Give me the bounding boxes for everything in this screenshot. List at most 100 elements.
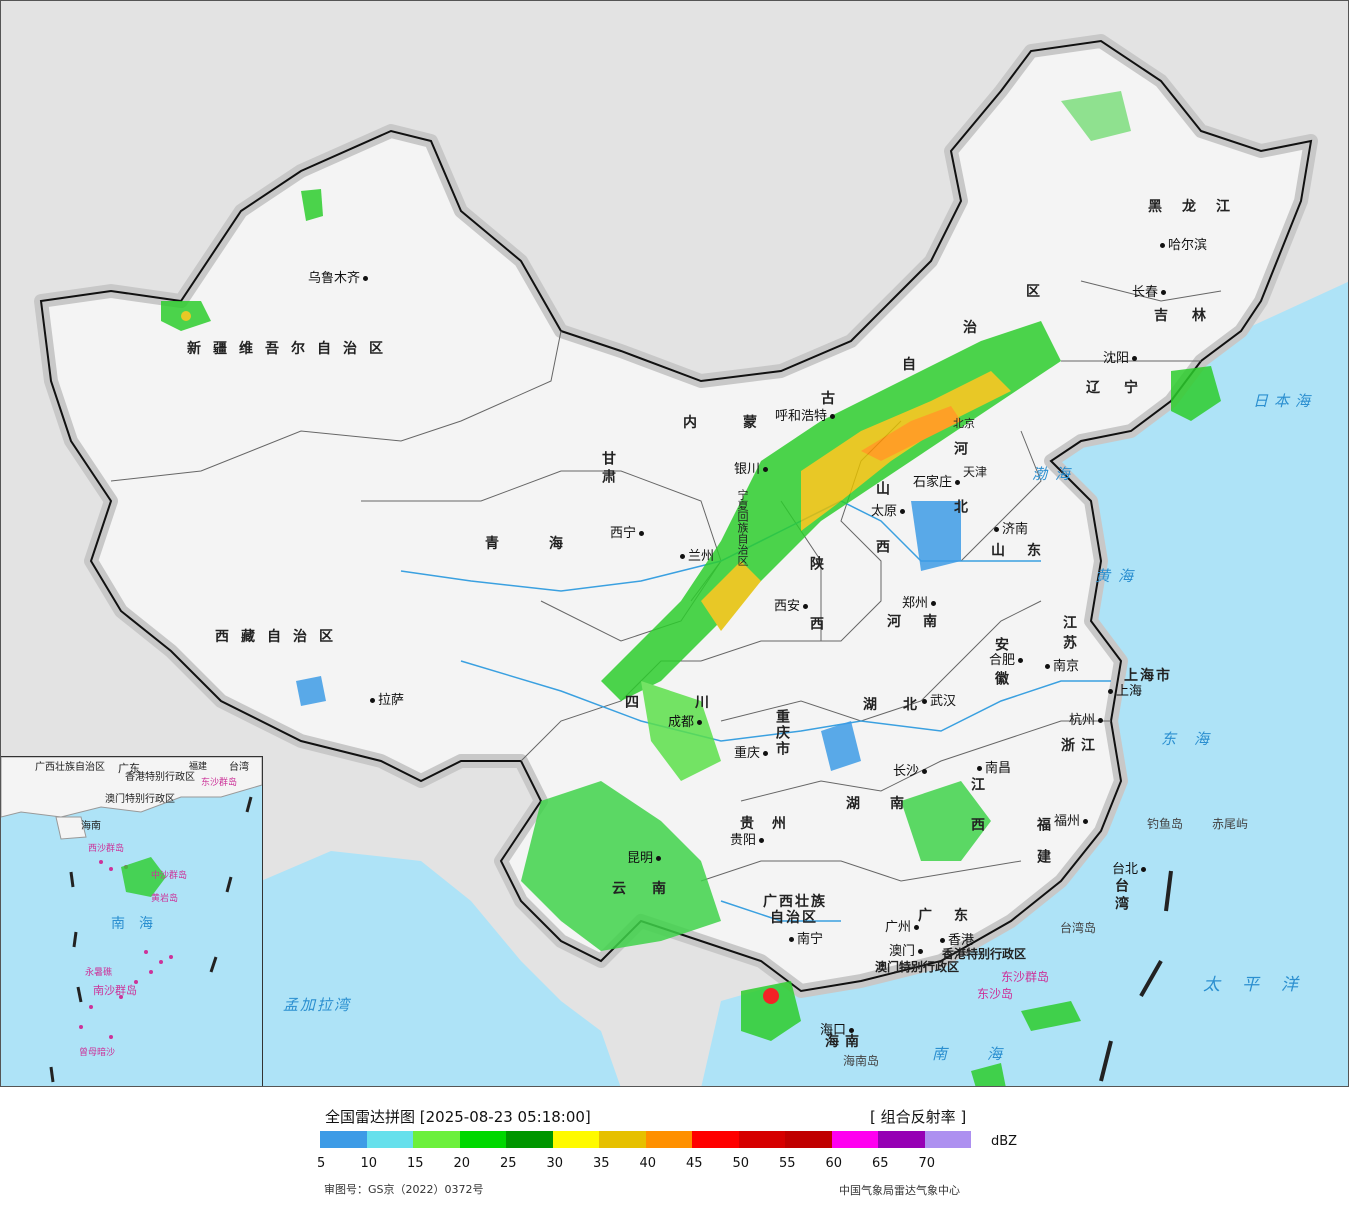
province-guangdong: 广东 — [918, 908, 990, 924]
color-swatch — [785, 1131, 832, 1148]
province-xinjiang: 新疆维吾尔自治区 — [187, 341, 395, 357]
city-nanchang: 南昌 — [974, 762, 1011, 775]
city-zhengzhou: 郑州 — [902, 597, 939, 610]
province-macau: 澳门特别行政区 — [875, 960, 960, 974]
sea-area — [261, 851, 621, 1086]
boundary-dashes — [1099, 870, 1173, 1082]
province-tianjin: 天津 — [963, 465, 988, 479]
color-swatch — [692, 1131, 739, 1148]
province-xizang: 西藏自治区 — [215, 629, 345, 645]
sea-area — [701, 281, 1348, 1086]
city-nanjing: 南京 — [1042, 660, 1079, 673]
city-hohhot: 呼和浩特 — [775, 410, 838, 423]
province-hubei: 湖北 — [863, 697, 943, 713]
province-neimenggu-e: 区 — [1026, 284, 1052, 300]
scale-tick-label: 55 — [779, 1156, 796, 1171]
radar-echoes — [161, 91, 1221, 1086]
scale-tick-label: 15 — [407, 1156, 424, 1171]
inset-zengmu: 曾母暗沙 — [79, 1048, 116, 1058]
island-diaoyudao: 钓鱼岛 — [1147, 817, 1184, 831]
province-fujian: 福建 — [1035, 817, 1051, 881]
inset-dongsha: 东沙群岛 — [201, 778, 238, 788]
south-china-sea-inset: 广西壮族自治区 广东 福建 台湾 香港特别行政区 澳门特别行政区 海南 西沙群岛… — [1, 756, 263, 1086]
sea-ribenhai: 日本海 — [1253, 392, 1317, 410]
scale-tick-label: 60 — [825, 1156, 843, 1171]
scale-tick-label: 45 — [686, 1156, 703, 1171]
city-shenyang: 沈阳 — [1103, 352, 1140, 365]
city-changchun: 长春 — [1132, 286, 1169, 299]
city-haikou: 海口 — [820, 1024, 857, 1037]
city-taiyuan: 太原 — [871, 505, 908, 518]
legend-product-type: [ 组合反射率 ] — [870, 1108, 967, 1126]
scale-tick-label: 10 — [360, 1156, 378, 1171]
sea-taipingyang: 太平洋 — [1203, 975, 1320, 995]
province-beijing: 北京 — [953, 417, 975, 430]
inset-zhongsha: 中沙群岛 — [151, 871, 188, 881]
city-hefei: 合肥 — [989, 654, 1026, 667]
inset-nansha: 南沙群岛 — [93, 984, 137, 997]
city-urumqi: 乌鲁木齐 — [308, 272, 371, 285]
color-swatch — [831, 1131, 878, 1148]
inset-sea: 南海 — [111, 916, 167, 932]
china-border — [39, 39, 1313, 993]
color-swatch — [645, 1131, 692, 1148]
inset-xisha: 西沙群岛 — [88, 844, 125, 854]
city-lanzhou: 兰州 — [677, 550, 714, 563]
province-gansu: 甘肃 — [600, 451, 616, 487]
province-heilongjiang: 黑龙江 — [1148, 199, 1250, 215]
province-liaoning: 辽宁 — [1086, 380, 1162, 396]
province-henan: 河南 — [887, 614, 959, 630]
radar-map: 新疆维吾尔自治区 西藏自治区 青海 甘肃 内蒙 古 自 治 区 黑龙江 吉林 辽… — [0, 0, 1349, 1087]
city-wuhan: 武汉 — [919, 695, 956, 708]
province-taiwan: 台湾 — [1113, 878, 1129, 914]
island-dongshadao: 东沙岛 — [977, 987, 1014, 1001]
city-kunming: 昆明 — [627, 852, 664, 865]
color-swatch — [320, 1131, 367, 1148]
island-hainandao: 海南岛 — [843, 1054, 880, 1068]
color-swatch — [878, 1131, 925, 1148]
province-hebei: 河北 — [952, 441, 968, 557]
color-swatch — [599, 1131, 646, 1148]
scale-tick-label: 20 — [453, 1156, 471, 1171]
color-swatch — [413, 1131, 460, 1148]
city-chengdu: 成都 — [668, 716, 705, 729]
inset-yongshu: 永暑礁 — [85, 968, 113, 978]
sea-mengjialawan: 孟加拉湾 — [283, 996, 352, 1014]
inset-map-canvas — [1, 757, 262, 1083]
city-shijiazhuang: 石家庄 — [913, 476, 963, 489]
city-hangzhou: 杭州 — [1069, 714, 1106, 727]
scale-tick-label: 40 — [639, 1156, 657, 1171]
province-hainan: 海南 — [825, 1034, 865, 1050]
inset-huangyan: 黄岩岛 — [151, 894, 179, 904]
province-neimenggu-a: 内蒙 — [683, 415, 803, 431]
province-qinghai: 青海 — [485, 536, 613, 552]
city-macau: 澳门 — [889, 945, 926, 958]
island-taiwandao: 台湾岛 — [1060, 921, 1097, 935]
province-shaanxi: 陕西 — [808, 556, 824, 676]
province-yunnan: 云南 — [612, 881, 692, 897]
city-changsha: 长沙 — [893, 765, 930, 778]
scale-tick-label: 5 — [317, 1156, 326, 1171]
color-swatch — [924, 1131, 971, 1148]
province-hongkong: 香港特别行政区 — [942, 947, 1027, 961]
province-guangxi-a: 广西壮族 — [763, 894, 827, 910]
island-dongsha: 东沙群岛 — [1001, 970, 1050, 984]
inset-taiwan: 台湾 — [229, 762, 249, 773]
city-harbin: 哈尔滨 — [1157, 239, 1207, 252]
scale-tick-label: 50 — [732, 1156, 750, 1171]
province-shanghai: 上海市 — [1124, 668, 1172, 684]
sea-huanghai: 黄海 — [1095, 567, 1142, 585]
province-sichuan: 四川 — [625, 695, 765, 711]
city-yinchuan: 银川 — [734, 463, 771, 476]
scale-tick-label: 30 — [546, 1156, 564, 1171]
province-jiangxi: 江西 — [969, 777, 985, 857]
color-scale-bar — [320, 1131, 971, 1148]
city-guangzhou: 广州 — [885, 921, 922, 934]
city-chongqing: 重庆 — [734, 747, 771, 760]
province-neimenggu-b: 古 — [821, 391, 847, 407]
city-xining: 西宁 — [610, 527, 647, 540]
province-ningxia: 宁夏回族自治区 — [736, 489, 749, 566]
province-shanxi: 山西 — [874, 481, 890, 597]
color-swatch — [738, 1131, 785, 1148]
inset-hongkong: 香港特别行政区 — [125, 772, 195, 783]
